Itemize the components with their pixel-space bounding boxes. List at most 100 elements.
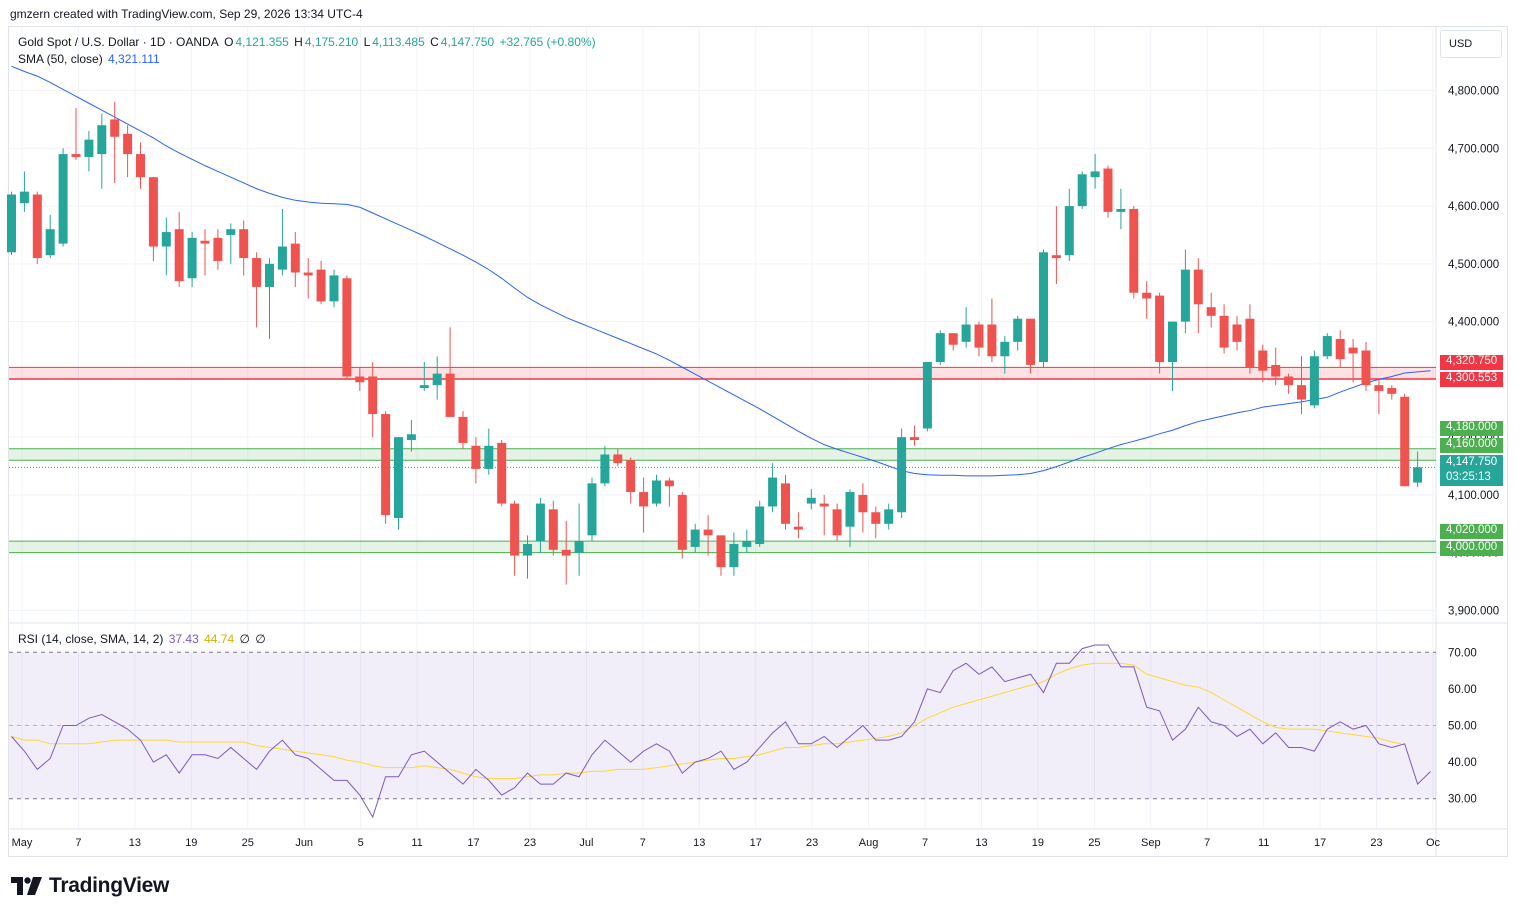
candle-body	[948, 333, 958, 345]
brand-name: TradingView	[49, 874, 170, 897]
candle-body	[1413, 467, 1423, 483]
sma-line	[11, 65, 1431, 477]
time-axis-label: 7	[922, 837, 928, 849]
time-axis-label: Jun	[295, 837, 313, 849]
time-axis-label: 7	[75, 837, 81, 849]
rsi-extra-1: ∅	[239, 632, 250, 646]
candle-body	[561, 549, 571, 556]
rsi-axis-label: 30.00	[1448, 794, 1477, 806]
candle-body	[626, 460, 636, 493]
tradingview-logo[interactable]: TradingView	[11, 874, 169, 898]
candle-body	[510, 503, 520, 556]
candle-body	[394, 437, 403, 519]
price-axis-label: 4,500.000	[1448, 259, 1499, 271]
candle-body	[961, 324, 971, 342]
candle-body	[368, 376, 378, 415]
candle-body	[677, 494, 687, 550]
candle-body	[265, 263, 274, 287]
candle-body	[910, 437, 919, 441]
price-axis-label: 4,600.000	[1448, 201, 1499, 213]
candle-body	[845, 492, 855, 527]
price-tag-support-1: 4,020.000	[1440, 524, 1503, 539]
candle-body	[742, 541, 752, 547]
rsi-extra-2: ∅	[255, 632, 266, 646]
candle-body	[148, 177, 158, 247]
time-axis-label: 25	[242, 837, 254, 849]
candle-body	[1168, 321, 1177, 363]
time-axis-label: 17	[750, 837, 762, 849]
candle-body	[432, 373, 442, 386]
candle-body	[922, 362, 932, 429]
candle-body	[806, 497, 816, 504]
candle-body	[445, 373, 455, 417]
candle-body	[1129, 208, 1139, 293]
candle-body	[1232, 324, 1242, 342]
candle-body	[1180, 269, 1190, 322]
candle-body	[935, 333, 945, 363]
candle-body	[1387, 388, 1397, 394]
candle-body	[1219, 315, 1229, 348]
candle-body	[1013, 318, 1023, 342]
candle-body	[32, 194, 42, 259]
candle-body	[1206, 307, 1216, 316]
time-axis-label: 13	[975, 837, 987, 849]
candle-body	[252, 258, 262, 287]
last-price-tag: 4,147.750 03:25:13	[1440, 455, 1503, 486]
change-value: +32.765 (+0.80%)	[499, 35, 596, 49]
symbol-legend: Gold Spot / U.S. Dollar · 1D · OANDA O 4,…	[18, 35, 598, 49]
candle-body	[974, 324, 984, 348]
candle-body	[84, 139, 94, 157]
candle-body	[1335, 338, 1345, 360]
time-axis-label: 25	[1088, 837, 1100, 849]
rsi-line	[11, 644, 1431, 819]
candle-body	[690, 529, 700, 547]
candle-body	[1322, 336, 1332, 357]
candle-body	[652, 480, 661, 504]
candle-body	[110, 119, 120, 137]
candle-body	[1284, 376, 1294, 386]
rsi-axis-label: 40.00	[1448, 757, 1477, 769]
candle-body	[523, 544, 532, 556]
price-axis-label: 4,100.000	[1448, 490, 1499, 502]
time-axis-label: 13	[129, 837, 141, 849]
rsi-axis-label: 50.00	[1448, 721, 1477, 733]
time-axis-label: 17	[1314, 837, 1326, 849]
price-axis-label: 4,700.000	[1448, 143, 1499, 155]
rsi-label: RSI (14, close, SMA, 14, 2)	[18, 632, 164, 646]
time-axis-label: 19	[1032, 837, 1044, 849]
price-tag-support-2: 4,000.000	[1440, 541, 1503, 556]
candle-body	[355, 376, 365, 383]
candle-body	[1026, 318, 1036, 365]
candle-body	[858, 494, 868, 513]
close-label: C	[430, 35, 439, 49]
price-tag-resistance-1: 4,320.750	[1440, 355, 1503, 370]
candle-body	[987, 324, 997, 357]
time-axis-label: Oc	[1426, 837, 1441, 849]
candle-body	[871, 512, 881, 524]
candle-body	[187, 237, 197, 279]
candle-body	[781, 483, 790, 524]
candle-body	[1090, 171, 1100, 178]
candle-body	[1309, 356, 1319, 406]
currency-button[interactable]: USD	[1440, 30, 1502, 58]
price-tag-zone-2: 4,160.000	[1440, 438, 1503, 453]
last-price: 4,147.750	[1446, 456, 1498, 468]
candle-body	[1297, 385, 1306, 400]
candle-body	[123, 133, 133, 155]
time-axis-label: 7	[640, 837, 646, 849]
time-axis-label: 23	[524, 837, 536, 849]
time-axis-label: Jul	[579, 837, 593, 849]
candle-body	[716, 535, 726, 568]
time-axis-label: 7	[1204, 837, 1210, 849]
candle-body	[97, 125, 107, 155]
rsi-axis-label: 70.00	[1448, 647, 1477, 659]
candle-body	[1064, 206, 1074, 256]
candle-body	[200, 240, 210, 244]
open-label: O	[224, 35, 234, 49]
tradingview-logo-icon	[11, 877, 42, 895]
zone-red-0	[9, 367, 1436, 380]
candle-body	[613, 454, 623, 464]
sma-label: SMA (50, close)	[18, 52, 103, 66]
low-label: L	[363, 35, 371, 49]
